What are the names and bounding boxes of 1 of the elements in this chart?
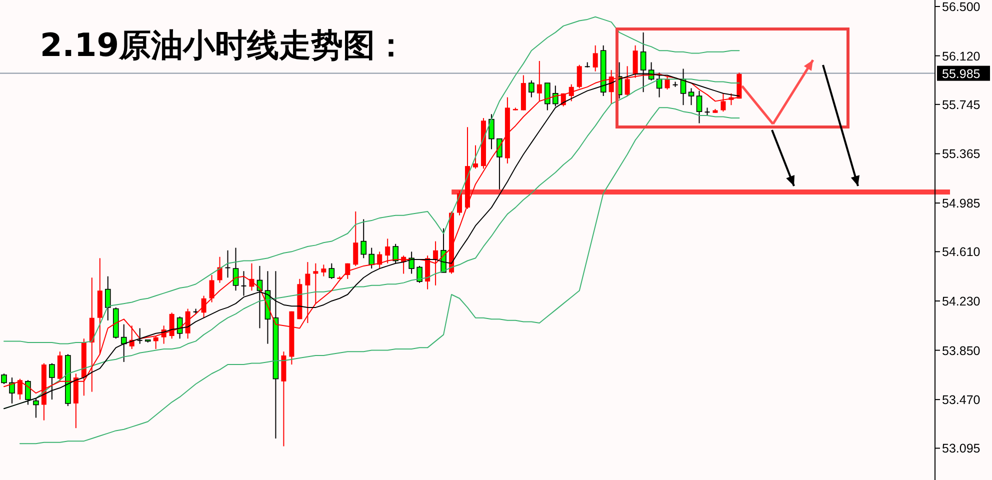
title: 2.19原油小时线走势图：: [40, 26, 407, 64]
